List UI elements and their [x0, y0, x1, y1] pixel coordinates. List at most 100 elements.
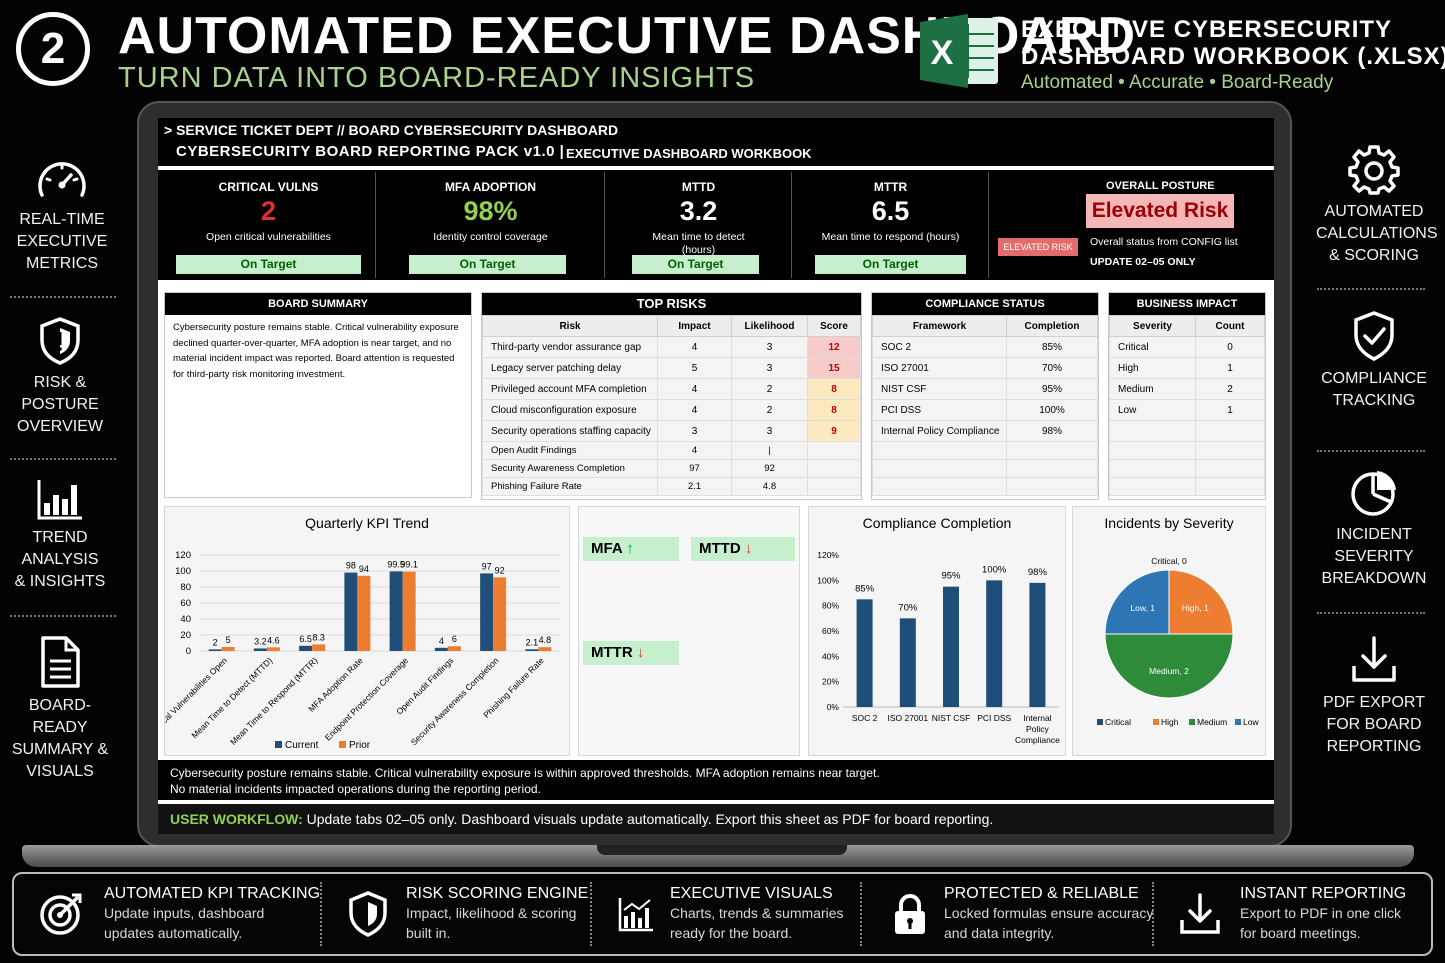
divider — [10, 458, 116, 460]
board-summary-text: Cybersecurity posture remains stable. Cr… — [173, 322, 459, 380]
status-badge: On Target — [409, 255, 566, 274]
data-label: 100% — [982, 564, 1007, 575]
arrow-down-icon: ↓ — [636, 644, 645, 661]
legend-swatch — [339, 741, 346, 748]
x-tick-label: SOC 2 — [852, 713, 878, 723]
lock-icon — [895, 894, 925, 934]
feature-board-ready-summary: BOARD-READY SUMMARY & VISUALS — [6, 635, 114, 783]
divider — [590, 882, 592, 946]
board-summary-panel: BOARD SUMMARY Cybersecurity posture rema… — [164, 292, 472, 498]
table-row: Legacy server patching delay 5 3 15 — [482, 357, 861, 379]
legend-label: Medium — [1197, 717, 1227, 727]
bar-current — [389, 571, 403, 651]
step-number-badge: 2 — [16, 12, 90, 86]
column-header: Impact — [657, 315, 732, 337]
table-row: Security operations staffing capacity 3 3 9 — [482, 420, 861, 442]
footer-feature-kpi-tracking: AUTOMATED KPI TRACKING Update inputs, da… — [38, 874, 320, 954]
arrow-down-icon: ↓ — [744, 540, 753, 557]
data-label: 4 — [439, 636, 444, 646]
kpi-description: Open critical vulnerabilities — [206, 231, 331, 243]
x-tick-label: Endpoint Protection Coverage — [323, 655, 410, 742]
feature-real-time-metrics: REAL-TIME EXECUTIVE METRICS — [8, 155, 116, 275]
pack-title: CYBERSECURITY BOARD REPORTING PACK v1.0 … — [176, 143, 565, 160]
bar-chart-icon — [37, 480, 82, 520]
excel-icon: X — [920, 14, 998, 88]
elevated-risk-chip: ELEVATED RISK — [998, 238, 1078, 256]
table-row: PCI DSS 100% — [872, 399, 1098, 421]
kpi-mttd: MTTD 3.2 Mean time to detect (hours) On … — [606, 172, 792, 278]
posture-note: Overall status from CONFIG list — [1090, 236, 1238, 248]
dashboard-screen: > SERVICE TICKET DEPT // BOARD CYBERSECU… — [158, 118, 1274, 834]
kpi-value: 2 — [260, 196, 277, 226]
kpi-label: OVERALL POSTURE — [1106, 180, 1215, 192]
feature-pdf-export: PDF EXPORT FOR BOARD REPORTING — [1316, 634, 1432, 758]
feature-compliance-tracking: COMPLIANCE TRACKING — [1316, 310, 1432, 412]
data-label: 98 — [346, 561, 356, 571]
data-label: 2 — [213, 637, 218, 647]
table-row: Internal Policy Compliance 98% — [872, 420, 1098, 442]
arrow-up-icon: ↑ — [626, 540, 634, 557]
chart-icon — [618, 898, 653, 932]
incidents-by-severity-chart: Incidents by Severity Critical, 0 High, 1… — [1072, 506, 1266, 756]
data-label: 2.1 — [526, 637, 539, 647]
bar-current — [253, 648, 267, 651]
business-impact-panel: BUSINESS IMPACT Severity Count Critical 0 … — [1108, 292, 1266, 500]
data-label: 5 — [226, 635, 231, 645]
table-row: Phishing Failure Rate 2.1 4.8 — [482, 477, 861, 496]
table-row: NIST CSF 95% — [872, 378, 1098, 400]
y-tick-label: 100% — [817, 575, 839, 585]
bar-prior — [266, 647, 280, 651]
top-risks-table: Risk Impact Likelihood Score Third-party… — [482, 315, 861, 496]
x-tick-label: PCI DSS — [977, 713, 1011, 723]
bar-current — [525, 649, 539, 651]
y-tick-label: 40 — [180, 614, 191, 625]
column-header: Framework — [872, 315, 1007, 337]
risk-score: 8 — [807, 378, 861, 400]
table-row: Low 1 — [1109, 399, 1265, 421]
shield-alert-icon — [40, 317, 80, 365]
kpi-description: Mean time to detect (hours) — [652, 231, 745, 256]
panel-heading: BUSINESS IMPACT — [1109, 293, 1265, 315]
bar — [943, 586, 959, 707]
data-label: 6.5 — [299, 634, 312, 644]
divider — [1317, 288, 1425, 290]
footer-feature-risk-scoring: RISK SCORING ENGINE Impact, likelihood &… — [346, 874, 588, 954]
x-tick-label: Mean Time to Detect (MTTD) — [189, 655, 274, 740]
divider — [1152, 882, 1154, 946]
feature-incident-severity: INCIDENT SEVERITY BREAKDOWN — [1316, 468, 1432, 590]
dashboard-footnote: Cybersecurity posture remains stable. Cr… — [158, 760, 1274, 800]
chart-title: Incidents by Severity — [1104, 515, 1234, 531]
y-tick-label: 60 — [180, 598, 191, 609]
legend-label: Current — [285, 740, 319, 751]
pack-subtitle: EXECUTIVE DASHBOARD WORKBOOK — [566, 146, 812, 161]
data-label: 98% — [1028, 567, 1048, 578]
pie-chart-icon — [1351, 471, 1396, 516]
table-row: Privileged account MFA completion 4 2 8 — [482, 378, 861, 400]
compliance-status-panel: COMPLIANCE STATUS Framework Completion SO… — [871, 292, 1099, 500]
feature-risk-posture: RISK & POSTURE OVERVIEW — [8, 316, 112, 438]
risk-score: 12 — [807, 336, 861, 358]
bar — [856, 599, 873, 707]
kpi-label: MTTR — [873, 180, 908, 194]
trend-chip-mttd: MTTD ↓ — [691, 537, 795, 561]
kpi-critical-vulns: CRITICAL VULNS 2 Open critical vulnerabi… — [162, 172, 376, 278]
top-risks-panel: TOP RISKS Risk Impact Likelihood Score T… — [481, 292, 862, 500]
kpi-mfa-adoption: MFA ADOPTION 98% Identity control covera… — [377, 172, 605, 278]
legend-label: High — [1161, 717, 1179, 727]
legend-swatch — [275, 741, 282, 748]
data-label: 97 — [482, 561, 492, 571]
data-label: 95% — [941, 571, 961, 582]
shield-check-icon — [1354, 311, 1394, 361]
pie-label: Low, 1 — [1130, 603, 1155, 613]
data-label: 70% — [898, 602, 918, 613]
risk-score: 9 — [807, 420, 861, 442]
y-tick-label: 0 — [186, 646, 191, 657]
quarterly-kpi-trend-chart: Quarterly KPI Trend 0 20 40 60 80 100 120 2 5 Cri… — [164, 506, 570, 756]
y-tick-label: 80 — [180, 582, 191, 593]
table-row: Open Audit Findings 4 | — [482, 441, 861, 460]
table-row: Third-party vendor assurance gap 4 3 12 — [482, 336, 861, 358]
bar-current — [299, 645, 313, 651]
kpi-label: CRITICAL VULNS — [218, 180, 319, 194]
kpi-label: MFA ADOPTION — [444, 180, 537, 194]
